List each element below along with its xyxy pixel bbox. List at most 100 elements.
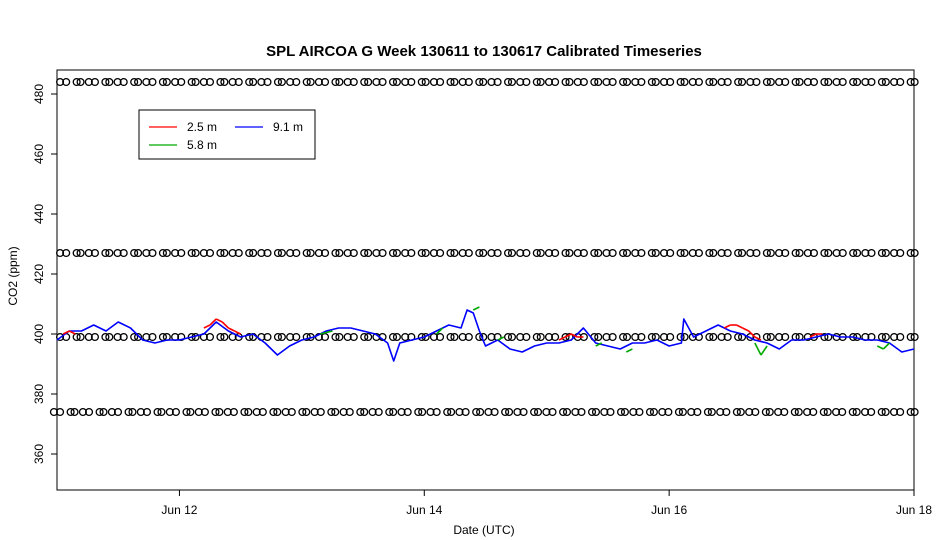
- reference-marker: [573, 77, 582, 87]
- reference-marker: [244, 407, 253, 417]
- reference-marker: [832, 407, 841, 417]
- reference-marker: [820, 248, 829, 258]
- reference-marker: [516, 77, 525, 87]
- reference-marker: [378, 248, 387, 258]
- reference-marker: [602, 77, 611, 87]
- reference-marker: [860, 407, 870, 417]
- reference-marker: [49, 407, 58, 417]
- reference-marker: [113, 332, 122, 342]
- reference-marker: [320, 77, 330, 87]
- reference-marker: [331, 332, 340, 342]
- reference-marker: [809, 77, 819, 87]
- reference-marker: [832, 77, 841, 87]
- reference-marker: [594, 77, 603, 87]
- legend: 2.5 m 5.8 m 9.1 m: [138, 109, 316, 160]
- reference-marker: [881, 77, 890, 87]
- reference-marker: [579, 248, 588, 258]
- reference-marker: [229, 407, 238, 417]
- reference-marker: [889, 407, 899, 417]
- reference-marker: [273, 332, 283, 342]
- series-lines: [56, 306, 915, 362]
- reference-marker: [493, 77, 502, 87]
- reference-marker: [705, 248, 714, 258]
- reference-marker: [551, 77, 560, 87]
- reference-marker: [487, 77, 496, 87]
- reference-marker: [436, 248, 445, 258]
- series-segment-2-5m: [736, 324, 743, 329]
- reference-marker: [245, 248, 254, 258]
- reference-marker: [349, 248, 358, 258]
- reference-marker: [56, 248, 65, 258]
- reference-marker: [709, 77, 718, 87]
- reference-marker: [234, 248, 243, 258]
- reference-marker: [263, 248, 272, 258]
- reference-marker: [637, 77, 646, 87]
- reference-marker: [824, 77, 833, 87]
- reference-marker: [450, 77, 459, 87]
- reference-marker: [113, 248, 122, 258]
- y-axis-label: CO2 (ppm): [6, 246, 20, 305]
- reference-marker: [148, 77, 157, 87]
- reference-marker: [487, 248, 496, 258]
- reference-marker: [464, 77, 473, 87]
- reference-marker: [676, 332, 685, 342]
- reference-marker: [658, 407, 667, 417]
- reference-marker: [664, 407, 673, 417]
- reference-marker: [479, 248, 488, 258]
- reference-marker: [177, 248, 186, 258]
- reference-marker: [762, 332, 771, 342]
- reference-marker: [794, 407, 803, 417]
- reference-marker: [530, 407, 539, 417]
- series-segment-5-8m: [595, 342, 603, 347]
- reference-marker: [392, 332, 401, 342]
- reference-marker: [360, 407, 369, 417]
- reference-marker: [286, 248, 295, 258]
- reference-marker: [130, 332, 139, 342]
- reference-marker: [716, 407, 725, 417]
- reference-marker: [680, 332, 689, 342]
- reference-marker: [403, 407, 412, 417]
- reference-marker: [142, 248, 151, 258]
- reference-marker: [890, 248, 899, 258]
- reference-marker: [666, 248, 675, 258]
- reference-marker: [561, 248, 570, 258]
- reference-marker: [335, 332, 344, 342]
- reference-marker: [561, 77, 570, 87]
- reference-marker: [579, 77, 588, 87]
- reference-marker: [228, 77, 237, 87]
- reference-marker: [364, 332, 373, 342]
- reference-marker: [464, 332, 473, 342]
- reference-marker: [738, 248, 747, 258]
- reference-marker: [187, 248, 196, 258]
- reference-marker: [401, 332, 410, 342]
- reference-marker: [591, 407, 601, 417]
- reference-marker: [819, 407, 828, 417]
- reference-marker: [263, 332, 272, 342]
- reference-marker: [273, 77, 283, 87]
- reference-marker: [101, 77, 110, 87]
- reference-marker: [594, 248, 603, 258]
- reference-marker: [392, 77, 401, 87]
- reference-marker: [890, 77, 899, 87]
- reference-marker: [533, 407, 543, 417]
- reference-marker: [292, 77, 301, 87]
- reference-marker: [429, 248, 438, 258]
- reference-marker: [722, 407, 731, 417]
- reference-marker: [745, 407, 754, 417]
- series-segment-2-5m: [234, 330, 241, 335]
- reference-marker: [148, 332, 157, 342]
- x-axis: Jun 12 Jun 14 Jun 16 Jun 18: [161, 490, 932, 517]
- reference-marker: [302, 248, 311, 258]
- reference-marker: [803, 248, 812, 258]
- reference-marker: [245, 332, 254, 342]
- reference-marker: [620, 407, 629, 417]
- reference-marker: [349, 77, 358, 87]
- reference-marker: [705, 332, 714, 342]
- reference-marker: [736, 407, 745, 417]
- reference-marker: [364, 77, 373, 87]
- series-segment-5-8m: [876, 345, 884, 350]
- y-tick-label: 400: [32, 324, 46, 344]
- y-tick-label: 380: [32, 384, 46, 404]
- reference-marker: [659, 77, 669, 87]
- reference-marker: [647, 77, 656, 87]
